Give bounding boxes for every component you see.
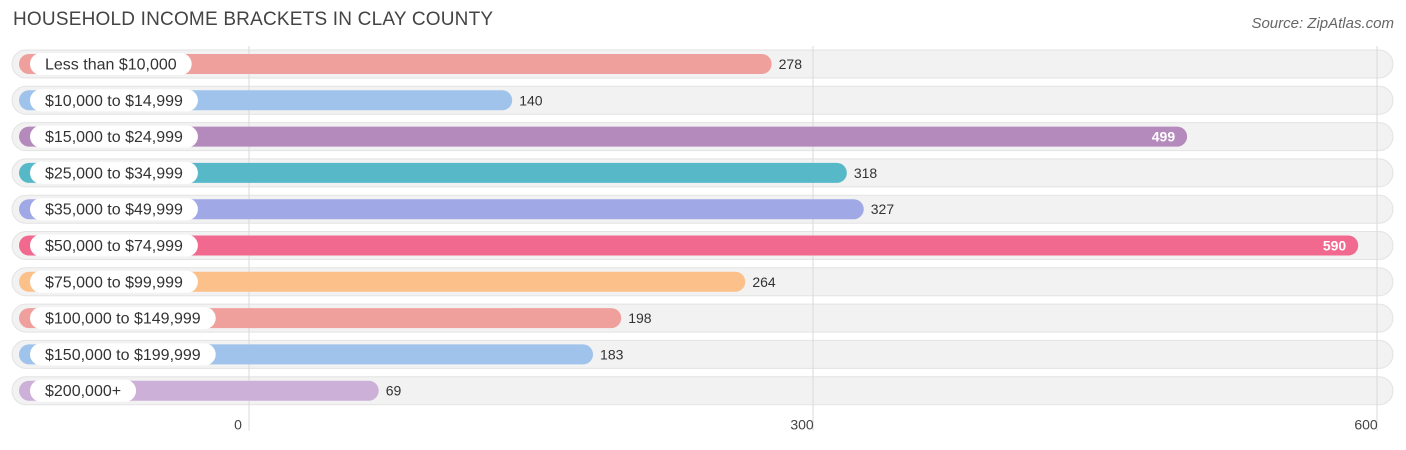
bar-group: $25,000 to $34,999 318 <box>19 161 878 184</box>
bar <box>19 126 1188 147</box>
bar-group: $10,000 to $14,999 140 <box>19 89 543 112</box>
category-label-pill <box>30 161 198 184</box>
category-label-pill <box>30 125 198 148</box>
value-label: 140 <box>519 92 543 108</box>
bar <box>19 271 746 292</box>
bar-group: $100,000 to $149,999 198 <box>19 307 652 330</box>
bar <box>19 199 864 220</box>
chart-title: HOUSEHOLD INCOME BRACKETS IN CLAY COUNTY <box>13 9 494 30</box>
bar-group: $75,000 to $99,999 264 <box>19 270 776 293</box>
category-label: $150,000 to $199,999 <box>45 347 201 364</box>
bar-group: $150,000 to $199,999 183 <box>19 343 624 366</box>
bar-group: $50,000 to $74,999 590 <box>19 234 1359 257</box>
bar-group: $200,000+ 69 <box>19 379 402 402</box>
category-label-pill <box>30 307 216 330</box>
bars: Less than $10,000 278 $10,000 to $14,999 14… <box>19 53 1359 402</box>
bar <box>19 54 772 74</box>
source-note: Source: ZipAtlas.com <box>1251 15 1394 32</box>
value-label: 499 <box>1152 129 1176 145</box>
category-label: $75,000 to $99,999 <box>45 274 183 291</box>
bar <box>19 235 1359 256</box>
value-label: 590 <box>1323 238 1347 254</box>
bar <box>19 162 847 183</box>
category-label-pill <box>30 343 216 366</box>
category-label: $10,000 to $14,999 <box>45 93 183 110</box>
x-tick-label: 300 <box>790 417 814 433</box>
category-label-pill <box>30 234 198 257</box>
category-label-pill <box>30 89 198 112</box>
category-label: $35,000 to $49,999 <box>45 202 183 219</box>
x-tick-label: 600 <box>1354 417 1378 433</box>
value-label: 264 <box>752 274 776 290</box>
category-label: $25,000 to $34,999 <box>45 165 183 182</box>
category-label-pill <box>30 53 192 75</box>
category-label: Less than $10,000 <box>45 57 177 74</box>
category-label-pill <box>30 270 198 293</box>
value-label: 183 <box>600 346 624 362</box>
value-label: 198 <box>628 310 652 326</box>
value-label: 318 <box>854 165 878 181</box>
bar-group: Less than $10,000 278 <box>19 53 802 75</box>
bar-group: $15,000 to $24,999 499 <box>19 125 1188 148</box>
category-label-pill <box>30 379 137 402</box>
category-label-pill <box>30 198 198 221</box>
value-label: 69 <box>386 383 402 399</box>
x-tick-label: 0 <box>234 417 242 433</box>
category-label: $200,000+ <box>45 383 121 400</box>
value-label: 278 <box>779 56 803 72</box>
category-label: $15,000 to $24,999 <box>45 129 183 146</box>
category-label: $100,000 to $149,999 <box>45 311 201 328</box>
category-label: $50,000 to $74,999 <box>45 238 183 255</box>
bar-group: $35,000 to $49,999 327 <box>19 198 895 221</box>
value-label: 327 <box>871 201 895 217</box>
